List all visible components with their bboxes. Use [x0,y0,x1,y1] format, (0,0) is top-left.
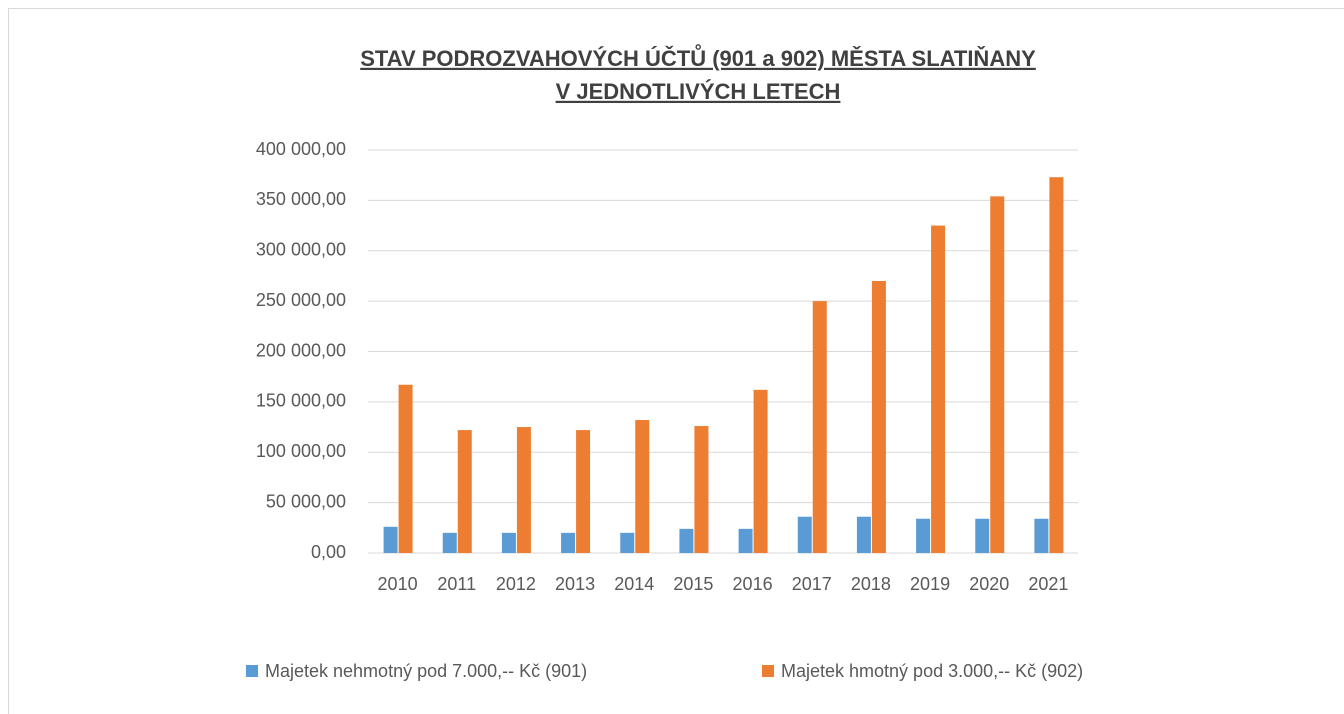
legend-swatch [246,665,258,677]
bar [457,430,472,553]
y-tick-label: 0,00 [311,542,346,562]
bar [383,526,398,553]
x-tick-label: 2015 [673,574,713,594]
bar [975,518,990,553]
bar [871,280,886,553]
chart-title: STAV PODROZVAHOVÝCH ÚČTŮ (901 a 902) MĚS… [360,43,1036,71]
chart-title: V JEDNOTLIVÝCH LETECH [556,79,841,104]
legend-swatch [762,665,774,677]
bar [1034,518,1049,553]
bar [516,427,531,553]
legend-label: Majetek hmotný pod 3.000,-- Kč (902) [781,661,1083,681]
bar [501,532,516,553]
y-tick-label: 200 000,00 [256,340,346,360]
x-tick-label: 2018 [851,574,891,594]
bar [797,516,812,553]
y-tick-label: 50 000,00 [266,491,346,511]
bar [856,516,871,553]
x-tick-label: 2019 [910,574,950,594]
bar [753,389,768,553]
bar [931,225,946,553]
x-tick-label: 2011 [437,574,476,594]
x-tick-label: 2017 [792,574,832,594]
x-tick-label: 2014 [614,574,654,594]
bar [812,301,827,553]
y-tick-label: 100 000,00 [256,441,346,461]
x-tick-label: 2013 [555,574,595,594]
y-tick-label: 400 000,00 [256,139,346,159]
bar [1049,177,1064,553]
y-tick-label: 300 000,00 [256,240,346,260]
x-tick-label: 2016 [733,574,773,594]
bar [738,528,753,553]
bar [916,518,931,553]
bar [679,528,694,553]
y-tick-label: 250 000,00 [256,290,346,310]
bar [635,420,650,553]
bar [576,430,591,553]
bar [620,532,635,553]
legend-label: Majetek nehmotný pod 7.000,-- Kč (901) [265,661,587,681]
bar [561,532,576,553]
bar [398,384,413,553]
y-tick-label: 350 000,00 [256,189,346,209]
bar [694,426,709,553]
bar [990,196,1005,553]
y-tick-label: 150 000,00 [256,391,346,411]
x-tick-label: 2021 [1028,574,1068,594]
x-tick-label: 2020 [969,574,1009,594]
x-tick-label: 2010 [378,574,418,594]
x-tick-label: 2012 [496,574,536,594]
bar [442,532,457,553]
